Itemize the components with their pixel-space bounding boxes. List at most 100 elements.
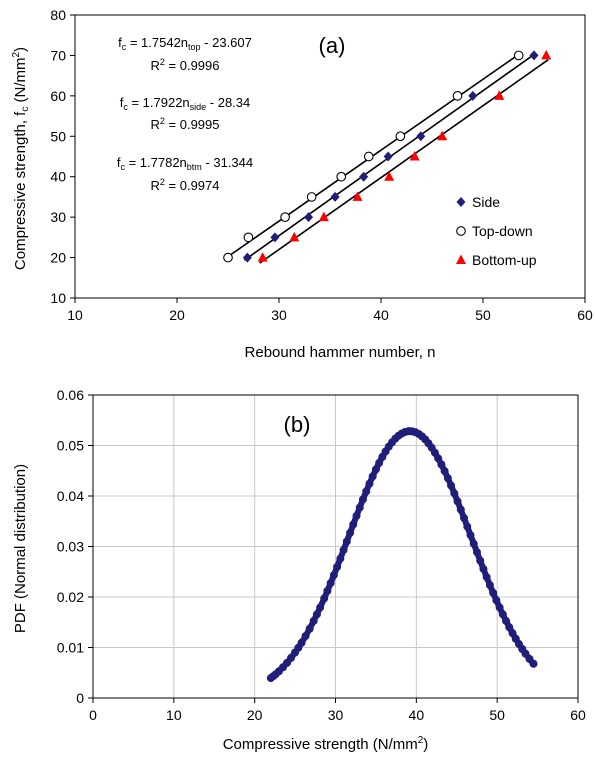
y-tick-label: 0 [76, 690, 84, 706]
y-tick-label: 70 [50, 47, 66, 63]
y-axis-title-sub: c [20, 107, 31, 112]
x-tick-label: 30 [328, 707, 344, 723]
data-point [297, 638, 306, 647]
r2-sup: 2 [160, 116, 165, 126]
x-tick-label: 40 [373, 307, 389, 323]
data-point [529, 659, 538, 668]
x-axis-title-main: Compressive strength (N/mm [223, 736, 418, 753]
legend-label-bottom-up: Bottom-up [472, 252, 537, 268]
fit-equation: fc = 1.7922nside - 28.34 [120, 95, 251, 112]
fit-eq-n-sub: side [190, 102, 207, 112]
data-point-side [304, 212, 314, 223]
y-tick-label: 20 [50, 250, 66, 266]
r2-r: R [151, 58, 160, 73]
data-point [460, 514, 469, 523]
fit-eq-f: f [120, 95, 124, 110]
data-point [339, 546, 348, 555]
data-point [502, 616, 511, 625]
data-point [489, 588, 498, 597]
y-axis-title: PDF (Normal distribution) [12, 464, 29, 633]
fit-eq-mid: = 1.7782n [125, 155, 187, 170]
data-point [463, 522, 472, 531]
data-point-bottom-up [437, 130, 448, 141]
x-tick-label: 60 [570, 707, 586, 723]
data-point [342, 537, 351, 546]
data-point [498, 610, 507, 619]
data-point [301, 632, 310, 641]
data-point-bottom-up [384, 171, 395, 181]
data-point-bottom-up [494, 90, 505, 100]
x-tick-label: 60 [577, 307, 593, 323]
y-tick-label: 80 [50, 7, 66, 23]
data-point-side [383, 151, 393, 162]
data-point [362, 487, 371, 496]
legend-marker-bottom-up [456, 254, 466, 264]
x-axis-title: Compressive strength (N/mm2) [223, 735, 429, 753]
r2-sup: 2 [160, 177, 165, 187]
panel-label-b: (b) [284, 412, 311, 437]
data-point [349, 520, 358, 529]
fit-eq-mid: = 1.7922n [128, 95, 190, 110]
data-point [309, 616, 318, 625]
data-point-side [529, 50, 539, 61]
data-point-side [270, 232, 280, 243]
data-point-side [416, 131, 426, 142]
data-point [492, 596, 501, 605]
data-point-side [359, 171, 369, 182]
r2-sup: 2 [160, 57, 165, 67]
fit-eq-intercept: - 31.344 [202, 155, 253, 170]
data-point [472, 548, 481, 557]
y-tick-label: 0.05 [57, 438, 84, 454]
y-axis-title-main: Compressive strength, f [12, 111, 29, 270]
r2-eq: = [165, 178, 180, 193]
y-tick-label: 60 [50, 88, 66, 104]
r2-value: 0.9995 [180, 117, 220, 132]
y-tick-label: 10 [50, 290, 66, 306]
y-axis-title-sup: 2 [11, 52, 22, 58]
data-point [312, 610, 321, 619]
data-point [352, 511, 361, 520]
data-point [476, 556, 485, 565]
data-point-side [330, 191, 340, 202]
data-point-top-down [363, 151, 374, 162]
plot-area-frame [74, 14, 586, 299]
y-tick-label: 30 [50, 209, 66, 225]
y-tick-label: 50 [50, 128, 66, 144]
data-point [365, 479, 374, 488]
data-point [485, 581, 494, 590]
data-point [437, 460, 446, 469]
data-point [434, 454, 443, 463]
data-point [375, 458, 384, 467]
x-tick-label: 30 [271, 307, 287, 323]
data-point [336, 554, 345, 563]
data-point [450, 489, 459, 498]
r2-r: R [151, 178, 160, 193]
x-tick-label: 10 [67, 307, 83, 323]
legend-marker-top-down [456, 226, 466, 236]
data-point [482, 573, 491, 582]
y-tick-label: 0.02 [57, 589, 84, 605]
x-tick-label: 10 [166, 707, 182, 723]
fit-eq-intercept: - 28.34 [206, 95, 250, 110]
data-point-bottom-up [541, 49, 552, 60]
data-point [440, 467, 449, 476]
data-point [371, 465, 380, 474]
x-axis-title: Rebound hammer number, n [245, 344, 436, 361]
legend-marker-side [456, 197, 466, 207]
data-point-top-down [223, 252, 233, 263]
x-tick-label: 20 [247, 707, 263, 723]
data-point [333, 562, 342, 571]
fit-eq-f-sub: c [120, 162, 125, 172]
y-axis-title-unit: (N/mm [12, 58, 29, 107]
y-axis-title-end: ) [12, 47, 29, 52]
y-tick-label: 0.04 [57, 488, 84, 504]
fit-r-squared: R2 = 0.9995 [151, 116, 220, 132]
data-point [320, 594, 329, 603]
chart-a: 10 20 30 40 50 60 10 20 30 40 50 60 70 80 Rebound hamm… [11, 7, 593, 361]
fit-eq-f-sub: c [123, 102, 128, 112]
legend-label-top-down: Top-down [472, 223, 533, 239]
r2-eq: = [165, 117, 180, 132]
fit-eq-n-sub: btm [187, 162, 202, 172]
data-point-top-down [243, 232, 254, 243]
fit-eq-f: f [117, 155, 121, 170]
